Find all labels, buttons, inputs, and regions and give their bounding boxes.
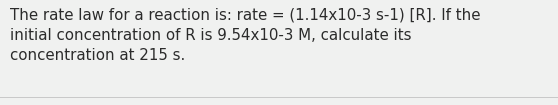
Text: The rate law for a reaction is: rate = (1.14x10-3 s-1) [R]. If the
initial conce: The rate law for a reaction is: rate = (… [10, 7, 480, 63]
